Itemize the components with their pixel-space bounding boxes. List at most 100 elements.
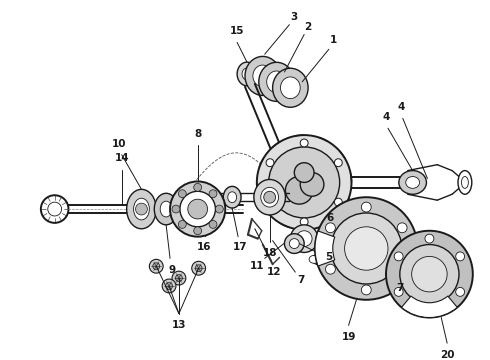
Circle shape [166, 283, 172, 289]
Ellipse shape [160, 201, 172, 217]
Wedge shape [315, 231, 335, 266]
Circle shape [394, 252, 403, 261]
Ellipse shape [462, 176, 468, 188]
Ellipse shape [154, 193, 178, 225]
Circle shape [136, 203, 147, 215]
Text: 18: 18 [263, 248, 277, 258]
Text: 17: 17 [233, 242, 247, 252]
Text: 3: 3 [291, 12, 298, 22]
Circle shape [195, 265, 202, 272]
Ellipse shape [223, 186, 241, 208]
Text: 5: 5 [325, 252, 332, 262]
Text: 16: 16 [196, 242, 211, 252]
Circle shape [334, 198, 343, 206]
Ellipse shape [261, 187, 278, 207]
Circle shape [172, 271, 186, 285]
Text: 4: 4 [382, 112, 390, 122]
Circle shape [315, 197, 417, 300]
Circle shape [48, 202, 62, 216]
Text: 13: 13 [172, 320, 186, 330]
Circle shape [170, 181, 225, 237]
Circle shape [209, 220, 217, 228]
Text: 12: 12 [267, 267, 281, 277]
Ellipse shape [351, 236, 379, 251]
Circle shape [456, 287, 465, 296]
Text: 10: 10 [112, 139, 126, 149]
Ellipse shape [347, 239, 363, 248]
Text: 7: 7 [396, 283, 403, 293]
Circle shape [456, 252, 465, 261]
Circle shape [300, 139, 308, 147]
Circle shape [194, 227, 201, 235]
Ellipse shape [237, 62, 257, 86]
Ellipse shape [127, 189, 156, 229]
Circle shape [394, 287, 403, 296]
Circle shape [264, 191, 275, 203]
Circle shape [361, 285, 371, 295]
Text: 9: 9 [169, 265, 175, 275]
Circle shape [361, 202, 371, 212]
Text: 8: 8 [194, 129, 201, 139]
Circle shape [178, 190, 186, 198]
Circle shape [425, 305, 434, 314]
Circle shape [300, 218, 308, 226]
Circle shape [178, 220, 186, 228]
Circle shape [162, 279, 176, 293]
Circle shape [400, 244, 459, 304]
Ellipse shape [253, 65, 272, 87]
Ellipse shape [309, 255, 319, 263]
Circle shape [397, 264, 407, 274]
Text: 1: 1 [330, 35, 338, 45]
Ellipse shape [272, 68, 308, 107]
Circle shape [291, 225, 318, 252]
Circle shape [192, 261, 206, 275]
Circle shape [397, 223, 407, 233]
Circle shape [296, 231, 312, 247]
Text: 7: 7 [297, 275, 305, 285]
Ellipse shape [206, 192, 215, 203]
Ellipse shape [242, 68, 252, 80]
Circle shape [149, 259, 163, 273]
Ellipse shape [312, 253, 332, 265]
Circle shape [300, 172, 324, 196]
Circle shape [284, 234, 304, 253]
Text: 11: 11 [249, 261, 264, 271]
Ellipse shape [245, 57, 280, 95]
Circle shape [269, 147, 340, 218]
Circle shape [425, 234, 434, 243]
Text: 4: 4 [397, 103, 404, 112]
Circle shape [266, 159, 274, 167]
Ellipse shape [406, 176, 419, 188]
Circle shape [331, 213, 402, 284]
Circle shape [294, 163, 314, 183]
Text: 20: 20 [440, 350, 454, 360]
Ellipse shape [399, 171, 426, 194]
Circle shape [325, 223, 335, 233]
Circle shape [188, 199, 208, 219]
Ellipse shape [201, 186, 220, 208]
Circle shape [325, 264, 335, 274]
Circle shape [257, 135, 351, 230]
Circle shape [153, 263, 160, 270]
Circle shape [209, 190, 217, 198]
Circle shape [180, 191, 216, 227]
Circle shape [334, 159, 343, 167]
Text: 15: 15 [230, 26, 245, 36]
Ellipse shape [134, 198, 149, 220]
Text: 14: 14 [115, 153, 129, 163]
Circle shape [194, 183, 201, 191]
Circle shape [286, 176, 313, 204]
Ellipse shape [458, 171, 472, 194]
Circle shape [290, 239, 299, 248]
Ellipse shape [280, 77, 300, 99]
Circle shape [216, 205, 223, 213]
Circle shape [175, 275, 182, 282]
Circle shape [386, 231, 473, 318]
Circle shape [172, 205, 180, 213]
Text: 19: 19 [342, 332, 356, 342]
Text: 6: 6 [326, 213, 333, 223]
Circle shape [41, 195, 69, 223]
Ellipse shape [228, 192, 237, 203]
Circle shape [266, 198, 274, 206]
Ellipse shape [254, 180, 286, 215]
